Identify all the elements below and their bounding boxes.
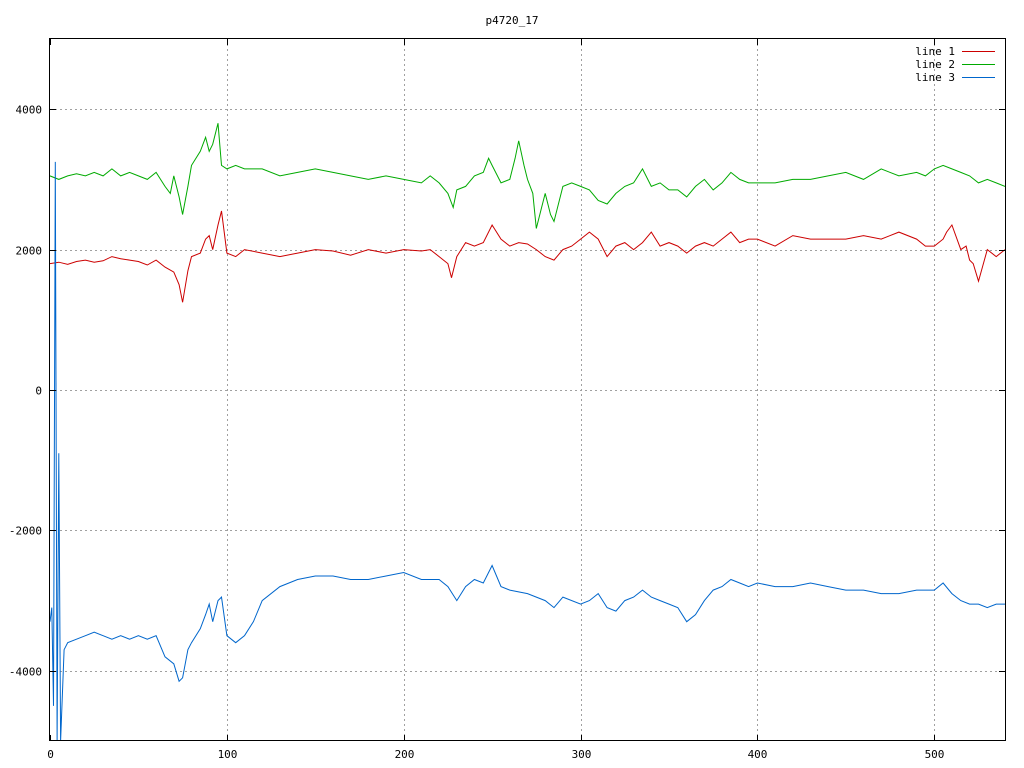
series-line-3 [50,161,1005,741]
grid [50,39,1005,741]
series-group [50,123,1005,741]
x-tick-label: 100 [218,748,238,761]
x-tick-label: 500 [925,748,945,761]
y-tick-label: 0 [35,385,42,398]
y-tick-label: 2000 [16,245,43,258]
y-tick-label: -2000 [9,525,42,538]
x-tick-label: 400 [748,748,768,761]
y-tick-label: -4000 [9,666,42,679]
axis-ticks: 0 100 200 300 400 500 -4000 -2000 0 2000 4000 [9,39,1005,761]
x-tick-label: 0 [47,748,54,761]
x-tick-label: 200 [395,748,415,761]
legend-label-2: line 2 [915,58,955,71]
legend-label-1: line 1 [915,45,955,58]
series-line-2 [50,123,1005,229]
chart-title: p4720_17 [486,14,539,27]
y-tick-label: 4000 [16,104,43,117]
x-tick-label: 300 [572,748,592,761]
plot-area-frame [49,38,1006,741]
series-line-1 [50,210,1005,303]
legend-label-3: line 3 [915,71,955,84]
